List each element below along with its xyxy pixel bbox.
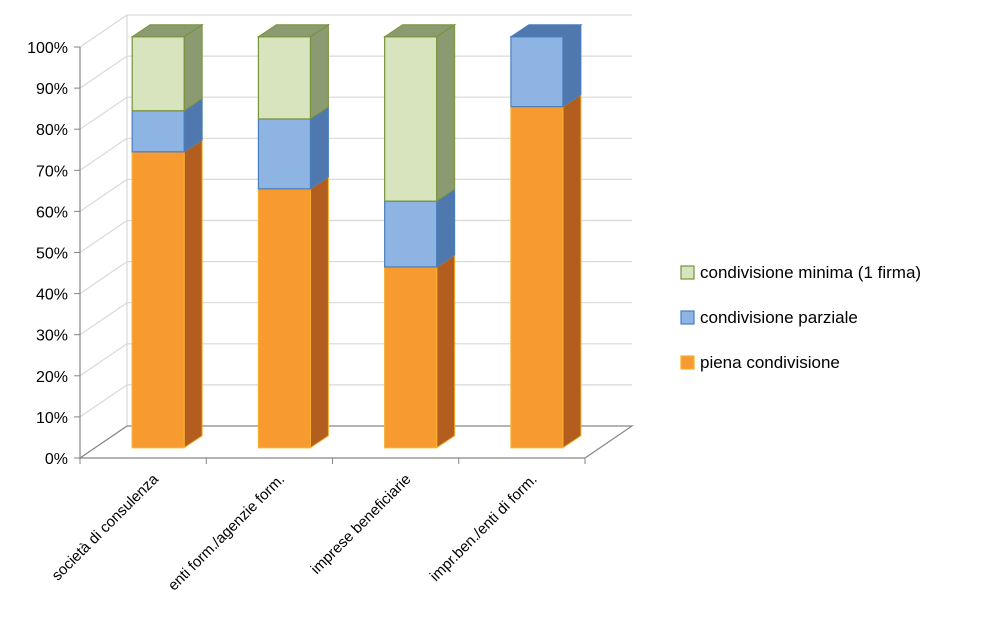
bar-segment-1 [131,151,185,449]
y-tick-label: 60% [36,204,68,221]
y-tick-label: 20% [36,369,68,386]
bars [130,23,583,449]
gridline-side [79,261,128,295]
bar-segment-2 [257,118,312,190]
y-tick-label: 90% [36,81,68,98]
legend: condivisione minima (1 firma) condivision… [680,263,921,372]
legend-label: condivisione parziale [700,308,858,327]
x-tick-label: impr.ben./enti di form. [427,471,541,585]
y-tick-label: 0% [45,451,68,468]
bar-side-2 [436,188,456,268]
gridline-side [79,302,128,336]
x-tick-labels: società di consulenza enti form./agenzie … [49,470,541,594]
x-tick-label: imprese beneficiarie [308,471,415,578]
gridline-side [79,14,128,48]
gridline-side [79,55,128,89]
y-tick-label: 40% [36,287,68,304]
bar-side-1 [309,175,329,449]
bar-side-3 [309,23,329,120]
x-tick-label: società di consulenza [49,470,163,584]
bar-side-2 [562,23,582,108]
bar-side-2 [309,106,329,190]
bar-segment-1 [384,266,438,449]
bar-top-3 [383,24,457,38]
legend-label: condivisione minima (1 firma) [700,263,921,282]
y-tick-label: 50% [36,246,68,263]
bar-segment-1 [257,188,312,449]
bar-segment-1 [510,106,564,449]
bar-top-3 [256,24,331,38]
legend-label: piena condivisione [700,353,840,372]
bar-side-1 [436,253,456,449]
y-tick-label: 10% [36,410,68,427]
y-tick-label: 70% [36,163,68,180]
x-tick-label: enti form./agenzie form. [165,471,288,594]
bar-side-3 [183,23,203,112]
gridline-side [79,137,128,171]
bar-segment-2 [384,200,438,268]
y-tick-labels: 0% 10% 20% 30% 40% 50% 60% 70% 80% 90% 100% [27,40,68,468]
gridline-side [79,96,128,130]
y-tick-label: 30% [36,328,68,345]
bar-side-1 [562,93,582,449]
bar-top-2 [509,24,583,38]
bar-segment-3 [257,36,312,120]
bar-side-3 [436,23,456,203]
bar-side-1 [183,138,203,449]
y-tick-label: 80% [36,122,68,139]
bar-top-3 [130,24,204,38]
legend-swatch [680,310,695,325]
chart-floor [78,425,634,459]
bar-segment-2 [131,110,185,153]
axes [74,46,634,464]
gridline-side [79,178,128,212]
legend-swatch [680,265,695,280]
gridline-side [79,384,128,418]
bar-segment-3 [131,36,185,112]
bar-segment-3 [384,36,438,202]
bar-segment-2 [510,36,564,108]
gridline-side [79,343,128,377]
legend-swatch [680,355,695,370]
gridline-side [79,220,128,253]
y-tick-label: 100% [27,40,68,57]
